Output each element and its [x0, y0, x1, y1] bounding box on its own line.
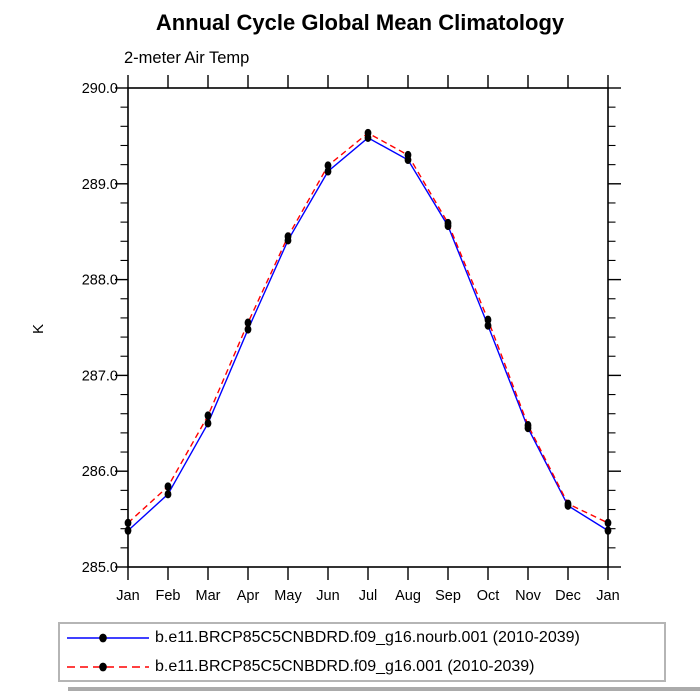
y-tick-label: 290.0 [82, 81, 118, 97]
data-point-marker [164, 482, 172, 491]
data-point-marker [604, 518, 612, 528]
data-point-marker [604, 526, 612, 535]
x-tick-label: Jun [316, 588, 339, 604]
series-markers-0 [124, 133, 612, 535]
data-point-marker [444, 218, 452, 228]
x-tick-labels: Jan Feb Mar Apr May Jun Jul Aug Sep Oct Nov Dec Jan [116, 588, 619, 604]
y-minor-ticks [120, 106, 616, 549]
x-tick-label: Jan [116, 588, 139, 604]
chart-subtitle: 2-meter Air Temp [124, 49, 250, 67]
chart-title: Annual Cycle Global Mean Climatology [155, 10, 565, 35]
series-line-1 [127, 132, 609, 524]
x-ticks [127, 75, 609, 580]
data-point-marker [324, 167, 332, 176]
data-point-marker [164, 489, 172, 499]
y-tick-label: 287.0 [82, 368, 118, 384]
y-tick-label: 288.0 [82, 273, 118, 289]
data-point-marker [244, 325, 252, 334]
bottom-gray-bar [68, 687, 700, 691]
data-point-marker [564, 499, 572, 508]
x-tick-label: Aug [395, 588, 421, 604]
legend-sample-marker [99, 662, 107, 671]
series-markers-1 [124, 128, 612, 528]
data-point-marker [204, 419, 212, 428]
legend-line-sample [67, 633, 149, 642]
x-tick-label: Mar [196, 588, 221, 604]
data-point-marker [484, 321, 492, 330]
series-line-0 [127, 136, 609, 532]
x-tick-label: Feb [156, 588, 181, 604]
data-point-marker [484, 315, 492, 325]
x-tick-label: Nov [515, 588, 542, 604]
data-point-marker [124, 526, 132, 535]
x-tick-label: Jan [596, 588, 619, 604]
axis-frame [127, 87, 609, 568]
legend-item: b.e11.BRCP85C5CNBDRD.f09_g16.nourb.001 (… [65, 625, 664, 651]
data-point-marker [284, 232, 292, 241]
x-tick-label: May [274, 588, 302, 604]
legend-item: b.e11.BRCP85C5CNBDRD.f09_g16.001 (2010-2… [65, 654, 664, 680]
data-point-marker [364, 128, 372, 138]
data-point-marker [524, 421, 532, 430]
x-tick-label: Apr [237, 588, 260, 604]
y-tick-label: 286.0 [82, 464, 118, 480]
x-tick-label: Dec [555, 588, 581, 604]
legend-label: b.e11.BRCP85C5CNBDRD.f09_g16.nourb.001 (… [155, 628, 580, 646]
x-tick-label: Jul [359, 588, 378, 604]
x-tick-label: Oct [477, 588, 500, 604]
y-tick-labels: 285.0 286.0 287.0 288.0 289.0 290.0 [82, 81, 118, 576]
data-point-marker [204, 411, 212, 420]
y-tick-label: 285.0 [82, 560, 118, 576]
legend-box: b.e11.BRCP85C5CNBDRD.f09_g16.nourb.001 (… [58, 622, 666, 682]
data-point-marker [244, 318, 252, 327]
x-tick-label: Sep [435, 588, 461, 604]
legend-line-sample [67, 662, 149, 671]
y-ticks [115, 87, 621, 568]
data-point-marker [124, 518, 132, 528]
data-point-marker [324, 161, 332, 170]
plot-canvas: 285.0 286.0 287.0 288.0 289.0 290.0 Jan Feb Mar A… [82, 75, 621, 604]
legend-label: b.e11.BRCP85C5CNBDRD.f09_g16.001 (2010-2… [155, 657, 535, 675]
y-tick-label: 289.0 [82, 177, 118, 193]
data-point-marker [404, 150, 412, 160]
legend-sample-marker [99, 633, 107, 642]
